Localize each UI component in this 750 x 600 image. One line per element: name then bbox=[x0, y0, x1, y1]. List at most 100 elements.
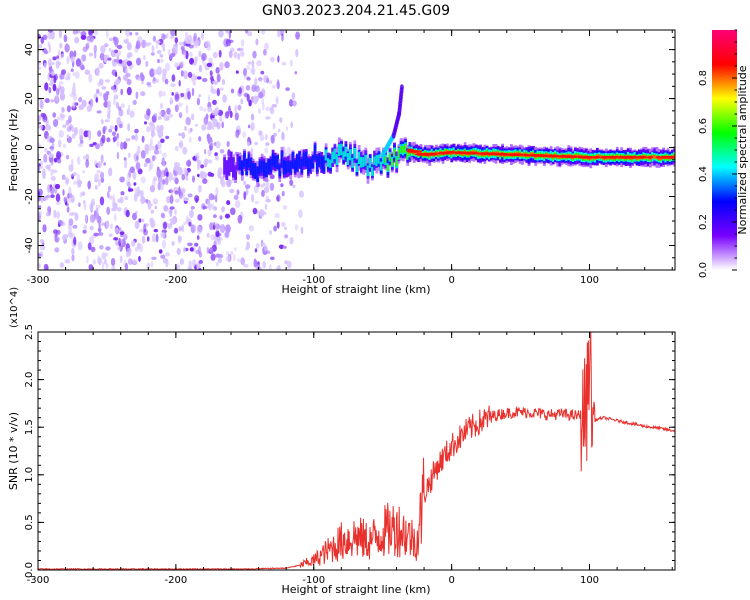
spectrogram-ridge-cell bbox=[364, 154, 368, 166]
spectrogram-noise-blob bbox=[38, 263, 41, 269]
spectrogram-noise-blob bbox=[209, 142, 214, 151]
spectrogram-noise-blob bbox=[114, 124, 118, 132]
spectrogram-noise-blob bbox=[124, 262, 129, 270]
spectrogram-noise-blob bbox=[143, 162, 148, 168]
spectrogram-noise-blob bbox=[270, 134, 275, 144]
spectrogram-noise-blob bbox=[38, 66, 42, 70]
spectrogram-noise-blob bbox=[49, 146, 54, 150]
spectrogram-noise-blob bbox=[38, 205, 42, 209]
spectrogram-noise-blob bbox=[93, 50, 97, 59]
spectrogram-noise-blob bbox=[149, 185, 155, 193]
spectrogram-noise-blob bbox=[282, 205, 288, 210]
spectrogram-noise-blob bbox=[178, 190, 183, 200]
spectrogram-noise-blob bbox=[88, 133, 91, 141]
spectrogram-noise-blob bbox=[66, 134, 70, 138]
spectrogram-noise-blob bbox=[81, 54, 87, 62]
spectrogram-noise-blob bbox=[59, 113, 64, 118]
spectrogram-ridge-cell bbox=[225, 160, 229, 180]
snr-y-tick-label: 0.0 bbox=[24, 562, 35, 578]
spectrogram-noise-blob bbox=[294, 224, 299, 231]
spectrogram-noise-blob bbox=[220, 224, 225, 233]
spectrogram-noise-blob bbox=[183, 51, 187, 59]
spectrogram-noise-blob bbox=[50, 168, 54, 177]
spectrogram-noise-blob bbox=[215, 67, 220, 74]
spectrogram-noise-blob bbox=[170, 218, 176, 225]
spectrogram-noise-blob bbox=[126, 78, 132, 86]
spectrogram-noise-blob bbox=[131, 135, 136, 140]
spectrogram-noise-blob bbox=[182, 146, 188, 155]
spectrogram-noise-blob bbox=[126, 86, 132, 96]
spectrogram-noise-blob bbox=[107, 108, 111, 115]
spectrogram-noise-blob bbox=[97, 257, 102, 266]
spectrogram-noise-blob bbox=[71, 254, 75, 262]
spectrogram-noise-blob bbox=[233, 254, 236, 262]
spectrogram-noise-blob bbox=[192, 62, 197, 66]
spectrogram-noise-blob bbox=[191, 87, 195, 97]
spectrogram-noise-blob bbox=[62, 189, 65, 196]
spectrogram-noise-blob bbox=[263, 182, 266, 187]
spectrogram-noise-blob bbox=[209, 172, 215, 177]
spectrogram-ridge-cell bbox=[366, 165, 370, 177]
spectrogram-noise-blob bbox=[195, 152, 200, 161]
spectrogram-noise-blob bbox=[215, 261, 219, 267]
spectrogram-noise-blob bbox=[292, 184, 296, 189]
spectrogram-noise-blob bbox=[218, 30, 224, 38]
spectrogram-noise-blob bbox=[254, 141, 258, 146]
spectrogram-noise-blob bbox=[242, 131, 247, 139]
spectrogram-y-tick-label: -20 bbox=[24, 188, 35, 204]
spectrogram-noise-blob bbox=[78, 128, 84, 137]
spectrogram-noise-blob bbox=[42, 172, 46, 180]
spectrogram-ridge-cell bbox=[307, 158, 310, 174]
spectrogram-noise-blob bbox=[183, 92, 189, 101]
spectrogram-ridge-cell bbox=[399, 146, 403, 153]
spectrogram-noise-blob bbox=[54, 183, 61, 190]
spectrogram-noise-blob bbox=[194, 41, 199, 49]
spectrogram-x-label: Height of straight line (km) bbox=[281, 283, 430, 296]
spectrogram-noise-blob bbox=[207, 94, 211, 102]
spectrogram-ridge-cell bbox=[304, 151, 308, 167]
spectrogram-y-tick-label: 20 bbox=[24, 92, 35, 105]
spectrogram-ridge-cell bbox=[280, 151, 284, 168]
spectrogram-noise-blob bbox=[250, 113, 255, 121]
spectrogram-noise-blob bbox=[50, 176, 56, 181]
spectrogram-noise-blob bbox=[281, 33, 284, 42]
spectrogram-peak bbox=[432, 152, 438, 156]
spectrogram-noise-blob bbox=[55, 92, 59, 102]
snr-y-tick-label: 1.0 bbox=[24, 467, 35, 483]
spectrogram-noise-blob bbox=[147, 202, 152, 208]
spectrogram-noise-blob bbox=[272, 122, 276, 130]
spectrogram-noise-blob bbox=[210, 253, 216, 261]
spectrogram-noise-blob bbox=[118, 227, 122, 231]
spectrogram-noise-blob bbox=[229, 188, 235, 194]
spectrogram-noise-blob bbox=[138, 255, 141, 262]
spectrogram-noise-blob bbox=[139, 229, 144, 233]
spectrogram-noise-blob bbox=[182, 246, 186, 253]
spectrogram-noise-blob bbox=[64, 43, 70, 53]
spectrogram-noise-blob bbox=[103, 55, 108, 64]
spectrogram-ridge-cell bbox=[331, 151, 335, 163]
spectrogram-noise-blob bbox=[102, 92, 107, 98]
spectrogram-noise-blob bbox=[103, 162, 106, 166]
spectrogram-noise-blob bbox=[295, 48, 299, 58]
spectrogram-noise-blob bbox=[151, 155, 156, 162]
spectrogram-noise-blob bbox=[150, 52, 155, 56]
spectrogram-noise-blob bbox=[217, 257, 222, 264]
spectrogram-noise-blob bbox=[150, 129, 155, 138]
snr-x-tick-label: -100 bbox=[302, 575, 325, 586]
spectrogram-noise-blob bbox=[138, 218, 142, 223]
spectrogram-noise-blob bbox=[98, 222, 101, 228]
spectrogram-noise-blob bbox=[146, 108, 151, 116]
spectrogram-noise-blob bbox=[169, 54, 173, 60]
spectrogram-noise-blob bbox=[68, 212, 75, 217]
spectrogram-noise-blob bbox=[66, 206, 70, 213]
spectrogram-data bbox=[38, 30, 675, 270]
spectrogram-noise-blob bbox=[56, 158, 62, 164]
spectrogram-noise-blob bbox=[129, 110, 135, 118]
spectrogram-noise-blob bbox=[58, 130, 64, 138]
spectrogram-noise-blob bbox=[261, 97, 265, 106]
spectrogram-ridge-cell bbox=[243, 153, 246, 168]
spectrogram-ridge-cell bbox=[223, 157, 226, 175]
spectrogram-noise-blob bbox=[160, 232, 164, 238]
spectrogram-noise-blob bbox=[135, 162, 141, 171]
spectrogram-noise-blob bbox=[269, 230, 272, 235]
